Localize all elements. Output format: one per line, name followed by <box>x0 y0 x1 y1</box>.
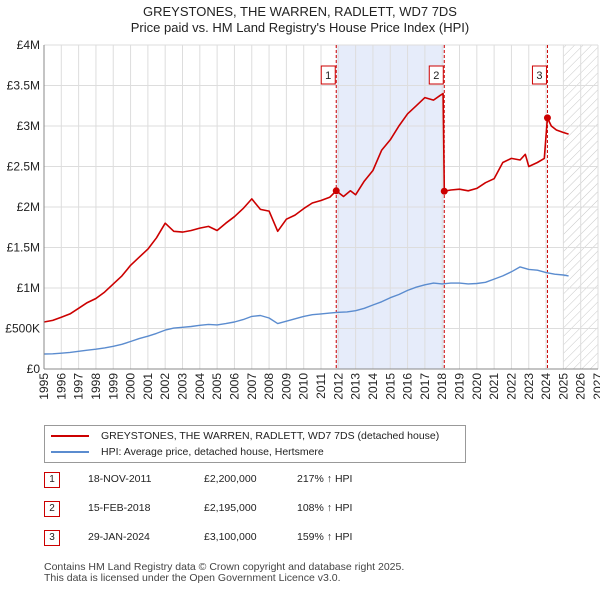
x-tick-label: 1995 <box>37 373 51 400</box>
sale-point <box>543 114 551 122</box>
title-line-1: GREYSTONES, THE WARREN, RADLETT, WD7 7DS <box>143 4 457 19</box>
y-tick-label: £3M <box>17 119 40 133</box>
x-tick-label: 2001 <box>141 373 155 400</box>
x-tick-label: 1997 <box>72 373 86 400</box>
legend-label-property: GREYSTONES, THE WARREN, RADLETT, WD7 7DS… <box>101 430 440 442</box>
x-tick-label: 1998 <box>89 373 103 400</box>
legend-swatch-property <box>51 435 89 437</box>
sale-date: 18-NOV-2011 <box>88 473 152 485</box>
y-tick-label: £2.5M <box>7 160 40 174</box>
title-line-2: Price paid vs. HM Land Registry's House … <box>130 20 470 35</box>
legend: GREYSTONES, THE WARREN, RADLETT, WD7 7DS… <box>44 425 466 463</box>
x-tick-label: 2008 <box>262 373 276 400</box>
x-tick-label: 2012 <box>331 373 345 400</box>
x-tick-label: 2014 <box>366 373 380 400</box>
sale-marker-box <box>320 65 336 85</box>
legend-label-hpi: HPI: Average price, detached house, Hert… <box>101 446 324 458</box>
x-tick-label: 2018 <box>435 373 449 400</box>
sale-price: £2,195,000 <box>204 502 257 514</box>
x-tick-label: 2021 <box>487 373 501 400</box>
sale-hpi-change: 108% ↑ HPI <box>297 502 353 514</box>
y-tick-label: £4M <box>17 38 40 52</box>
x-tick-label: 2000 <box>124 373 138 400</box>
y-tick-label: £1.5M <box>7 241 40 255</box>
sale-marker-label: 3 <box>536 70 542 82</box>
sale-marker-label: 2 <box>433 70 439 82</box>
x-tick-label: 2016 <box>401 373 415 400</box>
sale-row: 3 29-JAN-2024 £3,100,000 159% ↑ HPI <box>44 530 384 548</box>
y-tick-label: £0 <box>27 362 41 376</box>
legend-item-property: GREYSTONES, THE WARREN, RADLETT, WD7 7DS… <box>51 428 439 444</box>
sale-row: 1 18-NOV-2011 £2,200,000 217% ↑ HPI <box>44 472 384 490</box>
x-tick-label: 2017 <box>418 373 432 400</box>
x-tick-label: 2020 <box>470 373 484 400</box>
x-tick-label: 2019 <box>453 373 467 400</box>
sale-hpi-change: 159% ↑ HPI <box>297 531 353 543</box>
x-tick-label: 1999 <box>106 373 120 400</box>
sale-number-badge: 2 <box>44 501 60 517</box>
x-tick-label: 2003 <box>176 373 190 400</box>
sale-number-badge: 1 <box>44 472 60 488</box>
x-tick-label: 2009 <box>279 373 293 400</box>
x-tick-label: 2013 <box>349 373 363 400</box>
x-tick-label: 2027 <box>591 373 600 400</box>
legend-item-hpi: HPI: Average price, detached house, Hert… <box>51 444 324 460</box>
y-tick-label: £500K <box>5 322 40 336</box>
property-price-line <box>43 92 569 323</box>
hpi-line <box>43 266 569 355</box>
y-tick-label: £2M <box>17 200 40 214</box>
footer: Contains HM Land Registry data © Crown c… <box>44 562 404 584</box>
x-tick-label: 2015 <box>383 373 397 400</box>
legend-swatch-hpi <box>51 451 89 453</box>
sale-marker-box <box>531 65 547 85</box>
x-tick-label: 2006 <box>227 373 241 400</box>
footer-copyright: Contains HM Land Registry data © Crown c… <box>44 561 405 573</box>
x-tick-label: 2011 <box>314 373 328 399</box>
sale-price: £3,100,000 <box>204 531 257 543</box>
x-tick-label: 2004 <box>193 373 207 400</box>
sale-point <box>440 187 448 195</box>
x-tick-label: 2026 <box>574 373 588 400</box>
x-tick-label: 2022 <box>504 373 518 400</box>
sale-number-badge: 3 <box>44 530 60 546</box>
x-tick-label: 2025 <box>556 373 570 400</box>
sale-date: 15-FEB-2018 <box>88 502 151 514</box>
x-tick-label: 1996 <box>54 373 68 400</box>
y-tick-label: £1M <box>17 281 40 295</box>
sale-hpi-change: 217% ↑ HPI <box>297 473 353 485</box>
sale-price: £2,200,000 <box>204 473 257 485</box>
sale-point <box>332 187 340 195</box>
footer-licence: This data is licensed under the Open Gov… <box>44 572 341 584</box>
chart-title: GREYSTONES, THE WARREN, RADLETT, WD7 7DS… <box>0 4 600 36</box>
sale-date: 29-JAN-2024 <box>88 531 150 543</box>
x-tick-label: 2002 <box>158 373 172 400</box>
x-tick-label: 2024 <box>539 373 553 400</box>
y-tick-label: £3.5M <box>7 79 40 93</box>
x-tick-label: 2010 <box>297 373 311 400</box>
sale-row: 2 15-FEB-2018 £2,195,000 108% ↑ HPI <box>44 501 384 519</box>
sale-marker-box <box>428 65 444 85</box>
sale-marker-label: 1 <box>325 70 331 82</box>
x-tick-label: 2007 <box>245 373 259 400</box>
x-tick-label: 2005 <box>210 373 224 400</box>
x-tick-label: 2023 <box>522 373 536 400</box>
